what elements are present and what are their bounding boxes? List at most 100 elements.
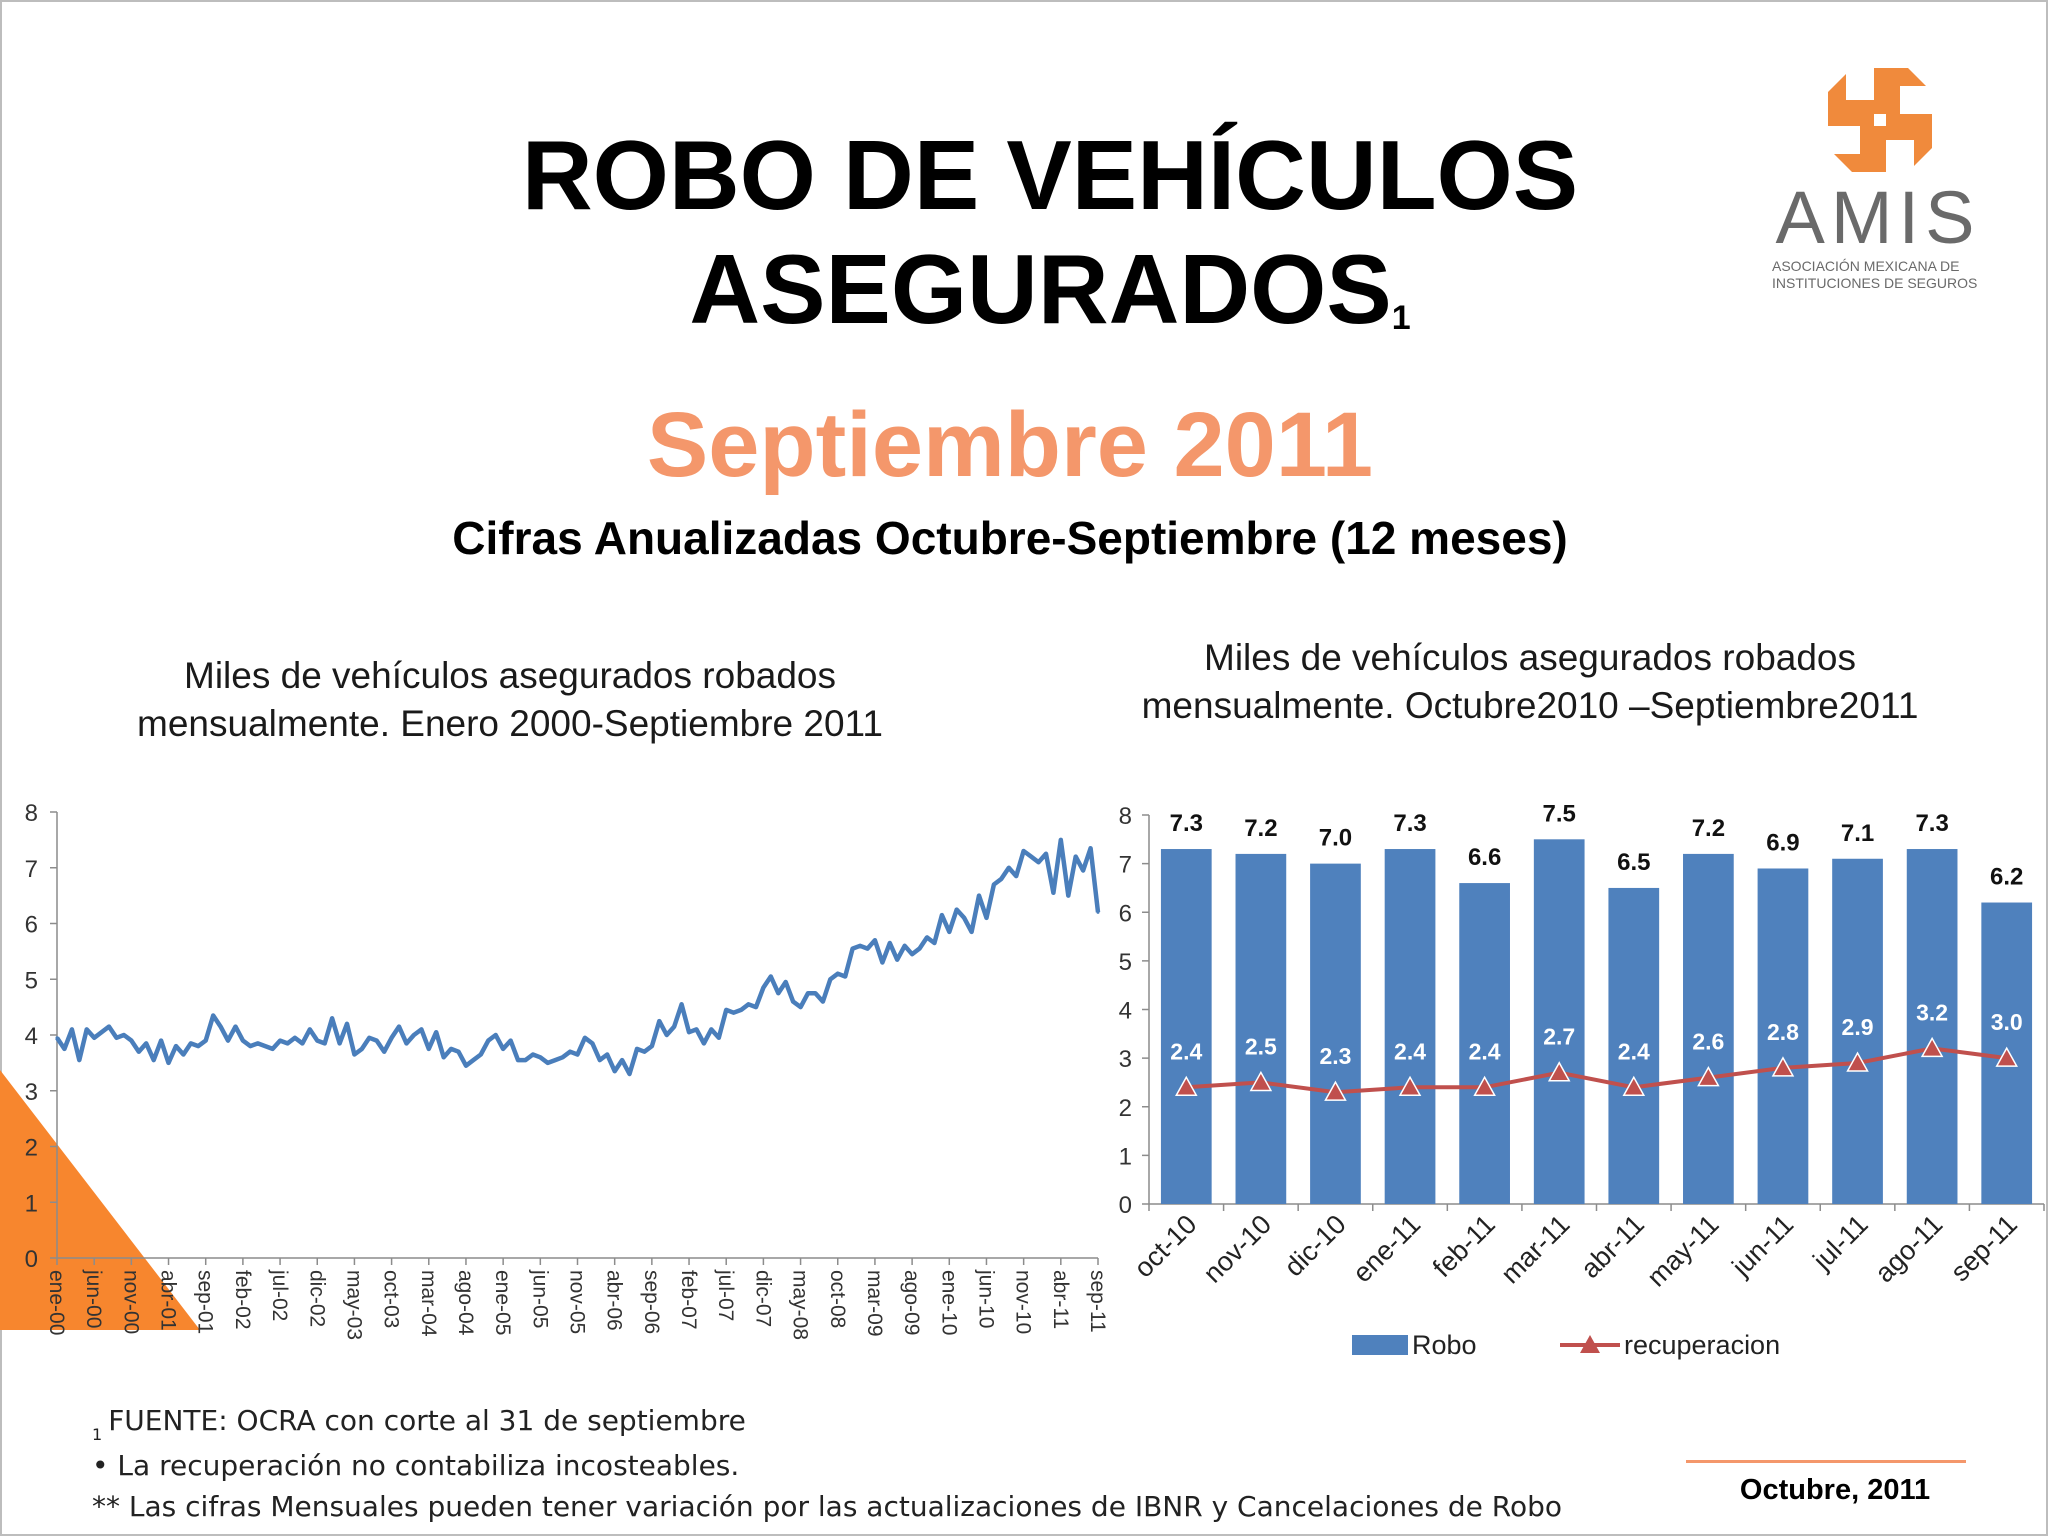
legend-robo-label: Robo [1412,1330,1477,1360]
line-point [501,1047,505,1051]
recuperacion-value-label: 2.4 [1170,1038,1202,1064]
line-point [189,1041,193,1045]
robo-bar [1384,849,1436,1204]
line-point [702,1041,706,1045]
recuperacion-marker [1697,1066,1720,1087]
line-point [174,1044,178,1048]
line-point [1051,891,1055,895]
robo-value-label: 6.2 [1990,864,2023,891]
line-point [613,1069,617,1073]
recuperacion-value-label: 3.2 [1916,999,1948,1025]
x-tick-label: oct-03 [380,1270,403,1328]
line-point [352,1053,356,1057]
line-chart-title: Miles de vehículos asegurados robados me… [137,655,883,744]
recuperacion-marker [1920,1036,1944,1058]
line-point [880,961,884,965]
logo-subtitle-line-2: INSTITUCIONES DE SEGUROS [1772,275,1978,291]
line-point [843,974,847,978]
robo-bar [1459,883,1510,1204]
line-point [263,1044,267,1048]
page-title: ROBO DE VEHÍCULOS ASEGURADOS1 [380,118,1720,369]
robo-value-label: 7.3 [1915,810,1948,837]
x-tick-label: jun-05 [528,1269,551,1328]
line-point [479,1053,483,1057]
x-tick-label: sep-06 [640,1270,663,1334]
line-point [873,938,877,942]
line-point [1089,846,1093,850]
line-point [211,1013,215,1017]
line-point [851,947,855,951]
x-tick-label: jun-00 [82,1269,105,1328]
x-tick-label: feb-02 [231,1270,254,1330]
line-point [538,1055,542,1059]
x-tick-label: may-03 [342,1270,365,1340]
bar-chart: 0 1 2 3 4 5 6 7 8 7.3 7.2 7.0 7.3 6.6 7.5 6.5 7.2 6.9 7.1 7… [1119,800,2045,1360]
line-point [836,972,840,976]
line-point [315,1039,319,1043]
x-tick-label: mar-09 [863,1270,886,1337]
line-point [137,1050,141,1054]
line-point [404,1041,408,1045]
line-point [1074,855,1078,859]
robo-bar [1757,868,1809,1204]
line-point [657,1019,661,1023]
line-point [62,1047,66,1051]
y-tick-label: 5 [25,967,38,994]
robo-value-label: 7.0 [1319,825,1352,852]
robo-value-label: 6.5 [1617,849,1650,876]
x-tick-label: jun-10 [974,1269,997,1328]
line-point [568,1050,572,1054]
x-tick-label: dic-02 [305,1270,328,1327]
line-point [233,1025,237,1029]
bar-chart-title: Miles de vehículos asegurados robados me… [1141,637,1919,726]
line-point [910,952,914,956]
category-label: feb-11 [1427,1209,1501,1283]
recuperacion-value-label: 2.7 [1543,1024,1575,1050]
date-divider [1686,1460,1966,1463]
line-point [338,1041,342,1045]
x-tick-label: jul-07 [714,1269,737,1321]
x-tick-label: ago-04 [454,1270,477,1336]
line-point [999,877,1003,881]
line-point [1066,894,1070,898]
line-point [129,1039,133,1043]
y-tick-label: 0 [25,1246,38,1273]
line-point [427,1047,431,1051]
logo-blade [1874,68,1926,114]
line-point [590,1041,594,1045]
line-point [241,1039,245,1043]
line-point [955,908,959,912]
line-point [665,1033,669,1037]
line-point [947,930,951,934]
recuperacion-value-label: 2.5 [1245,1033,1277,1059]
y-tick-label: 3 [25,1079,38,1106]
line-point [55,1036,59,1040]
source-footnote-mark: 1 [92,1425,103,1444]
x-tick-label: feb-07 [677,1270,700,1330]
title-footnote-mark: 1 [1391,299,1411,337]
title-line-2: ASEGURADOS1 [380,232,1720,369]
line-point [271,1047,275,1051]
recuperacion-marker [1398,1075,1422,1097]
recuperacion-value-label: 2.3 [1319,1043,1351,1069]
line-point [464,1064,468,1068]
line-point [680,1002,684,1006]
robo-bar [1832,858,1883,1204]
line-point [940,913,944,917]
line-point [204,1039,208,1043]
line-point [449,1047,453,1051]
line-point [286,1041,290,1045]
robo-value-label: 7.2 [1692,815,1725,842]
y-tick-label: 7 [25,856,38,883]
line-point [390,1036,394,1040]
line-point [635,1047,639,1051]
robo-bar [1533,839,1585,1204]
robo-bar [1608,887,1660,1204]
y-tick-label: 4 [1119,998,1132,1025]
x-tick-label: abr-06 [603,1270,626,1331]
line-point [672,1025,676,1029]
x-tick-label: ene-05 [491,1270,514,1335]
title-line-2-text: ASEGURADOS [689,234,1392,344]
line-point [813,991,817,995]
